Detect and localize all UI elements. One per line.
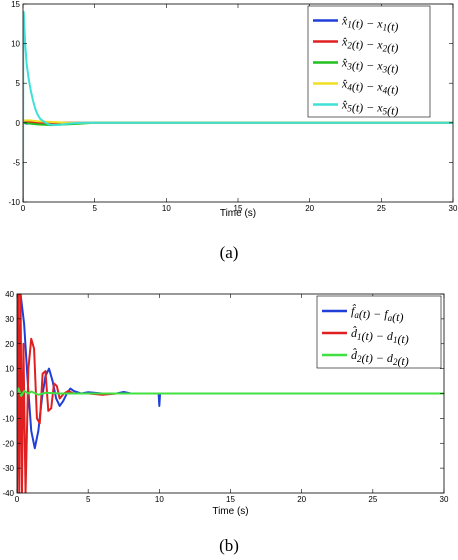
series-group: [17, 294, 444, 493]
legend-label-5: x̂5(t) − x5(t): [341, 98, 398, 118]
legend-label-1: x̂1(t) − x1(t): [341, 14, 398, 34]
figure-caption: (b): [219, 536, 239, 555]
x-tick-label: 30: [449, 204, 458, 213]
series-line-5: [23, 10, 453, 202]
x-tick-label: 20: [297, 495, 306, 504]
y-tick-label: 0: [10, 390, 15, 399]
y-tick-label: 10: [11, 40, 20, 49]
x-tick-label: 15: [234, 204, 243, 213]
y-tick-label: 20: [5, 340, 14, 349]
legend-label-4: x̂4(t) − x4(t): [341, 77, 398, 97]
x-axis-label: Time (s): [220, 208, 256, 219]
legend-label-2: x̂2(t) − x2(t): [341, 35, 398, 55]
x-tick-label: 10: [155, 495, 164, 504]
chart-b: 0 5 10 15 20 25 30 -40 -30 -20 -10 0 10 20 30 40 Time (s…: [2, 290, 449, 555]
legend-label-3: x̂3(t) − x3(t): [341, 56, 398, 76]
x-tick-label: 20: [305, 204, 314, 213]
legend-label-1: f̂a(t) − fa(t): [351, 303, 403, 324]
y-tick-label: 15: [11, 0, 20, 9]
series-line-3: [17, 387, 444, 397]
y-tick-label: 10: [5, 365, 14, 374]
figure-caption: (a): [220, 243, 239, 262]
y-tick-label: -5: [13, 158, 21, 167]
y-tick-label: -30: [2, 464, 14, 473]
x-tick-label: 25: [377, 204, 386, 213]
x-tick-label: 5: [92, 204, 97, 213]
x-tick-label: 30: [440, 495, 449, 504]
y-tick-label: -40: [2, 489, 14, 498]
x-tick-label: 25: [368, 495, 377, 504]
x-tick-label: 15: [226, 495, 235, 504]
x-tick-label: 0: [15, 495, 20, 504]
y-tick-label: 30: [5, 315, 14, 324]
legend-label-3: d̂2(t) − d2(t): [351, 348, 409, 368]
y-tick-label: 0: [16, 119, 21, 128]
y-tick-label: -10: [8, 198, 20, 207]
y-tick-label: 5: [16, 79, 21, 88]
series-group: [23, 10, 453, 202]
x-tick-label: 5: [86, 495, 91, 504]
x-tick-label: 0: [21, 204, 26, 213]
y-tick-label: -10: [2, 414, 14, 423]
y-tick-label: -20: [2, 439, 14, 448]
x-tick-label: 10: [162, 204, 171, 213]
legend-label-2: d̂1(t) − d1(t): [351, 326, 409, 346]
y-tick-label: 40: [5, 290, 14, 299]
x-axis-label: Time (s): [212, 506, 248, 517]
